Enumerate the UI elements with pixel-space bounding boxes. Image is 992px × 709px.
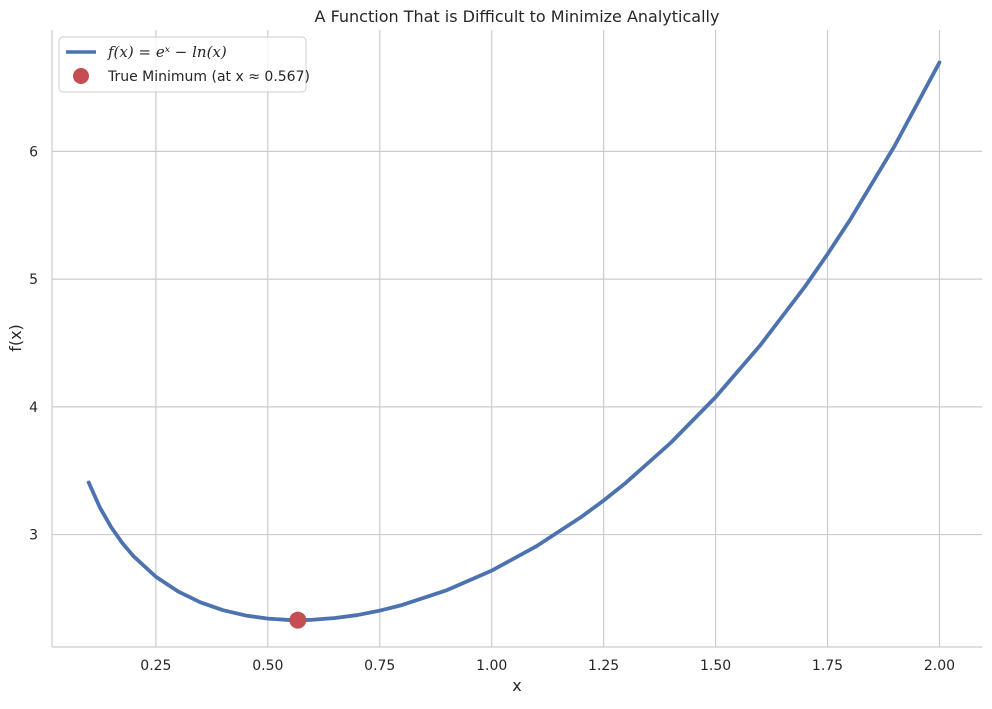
y-tick-label: 5: [29, 272, 38, 288]
x-tick-label: 1.25: [588, 658, 619, 674]
grid: [52, 30, 982, 647]
function-curve: [86, 60, 942, 623]
x-tick-label: 0.50: [252, 658, 283, 674]
y-tick-label: 4: [29, 400, 38, 416]
legend-marker-swatch: [73, 68, 89, 84]
x-tick-label: 1.50: [700, 658, 731, 674]
x-tick-label: 1.75: [812, 658, 843, 674]
legend-box: [58, 36, 307, 93]
x-tick-label: 1.00: [476, 658, 507, 674]
y-axis-label: f(x): [6, 324, 25, 352]
y-tick-label: 6: [29, 144, 38, 160]
legend-label-function: f(x) = eˣ − ln(x): [107, 43, 227, 61]
x-tick-label: 0.25: [140, 658, 171, 674]
x-axis-label: x: [512, 676, 521, 695]
chart-title: A Function That is Difficult to Minimize…: [315, 7, 720, 26]
x-tick-label: 2.00: [924, 658, 955, 674]
legend-label-minimum: True Minimum (at x ≈ 0.567): [107, 69, 310, 85]
x-tick-label: 0.75: [364, 658, 395, 674]
series: [86, 60, 942, 629]
y-tick-label: 3: [29, 528, 38, 544]
legend: f(x) = eˣ − ln(x) True Minimum (at x ≈ 0…: [58, 36, 310, 93]
minimum-point: [289, 611, 307, 629]
tick-labels: 0.25 0.50 0.75 1.00 1.25 1.50 1.75 2.00 3 4 5 6: [29, 144, 955, 674]
axes: [51, 30, 982, 648]
